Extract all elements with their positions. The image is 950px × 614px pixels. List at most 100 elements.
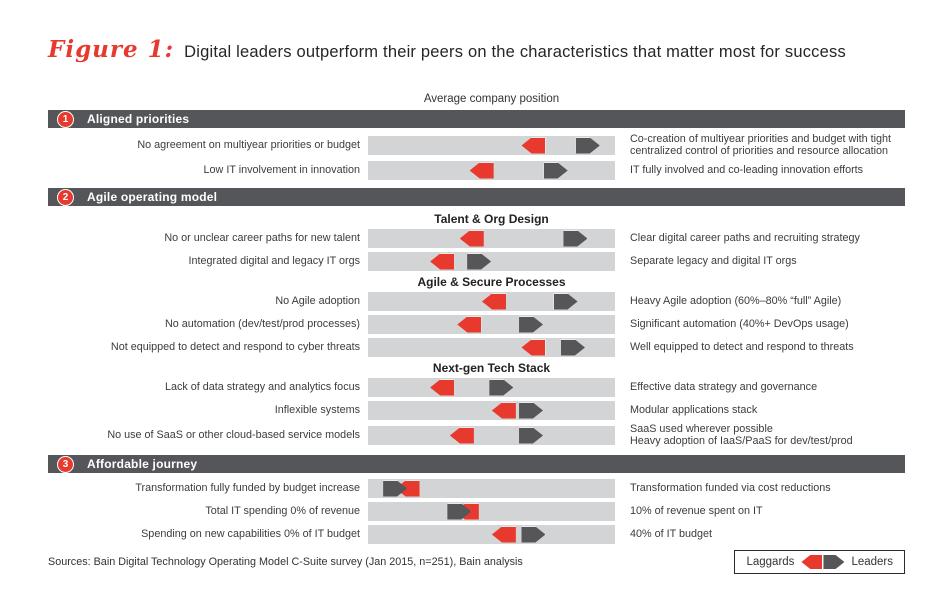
leader-arrow-icon — [543, 162, 568, 179]
chart-row: Not equipped to detect and respond to cy… — [48, 338, 905, 357]
subsection-title: Next-gen Tech Stack — [432, 361, 551, 375]
laggard-arrow-icon — [459, 230, 484, 247]
leader-statement: Transformation funded via cost reduction… — [630, 481, 831, 494]
chart-row: Spending on new capabilities 0% of IT bu… — [48, 525, 905, 544]
laggard-statement: No use of SaaS or other cloud-based serv… — [107, 428, 360, 441]
section-title: Affordable journey — [87, 457, 198, 471]
position-track — [368, 426, 615, 445]
leader-statement: Clear digital career paths and recruitin… — [630, 231, 860, 244]
laggard-statement: Integrated digital and legacy IT orgs — [188, 254, 360, 267]
leader-arrow-icon — [575, 137, 600, 154]
figure-footer: Sources: Bain Digital Technology Operati… — [48, 550, 905, 574]
laggard-arrow-icon — [521, 137, 546, 154]
figure-title: Figure 1: Digital leaders outperform the… — [48, 36, 905, 63]
leader-statement: Heavy Agile adoption (60%–80% “full” Agi… — [630, 294, 842, 307]
section-number-badge: 2 — [57, 188, 74, 206]
position-track — [368, 136, 615, 155]
section-header-affordable-journey: 3 Affordable journey — [48, 455, 905, 473]
position-track — [368, 479, 615, 498]
chart-row: No Agile adoption Heavy Agile adoption (… — [48, 292, 905, 311]
laggard-arrow-icon — [481, 293, 506, 310]
leader-statement: SaaS used wherever possible Heavy adopti… — [615, 423, 905, 447]
laggard-statement: No automation (dev/test/prod processes) — [164, 317, 360, 330]
leader-statement: Significant automation (40%+ DevOps usag… — [630, 317, 849, 330]
axis-note: Average company position — [423, 93, 560, 105]
leader-arrow-icon — [519, 402, 544, 419]
chart-row: No use of SaaS or other cloud-based serv… — [48, 423, 905, 447]
laggard-arrow-icon — [449, 427, 474, 444]
laggard-statement: No or unclear career paths for new talen… — [164, 231, 360, 244]
chart-row: No agreement on multiyear priorities or … — [48, 133, 905, 157]
subsection-header-row: Agile & Secure Processes — [48, 275, 905, 289]
position-track — [368, 252, 615, 271]
chart-row: Total IT spending 0% of revenue 10% of r… — [48, 502, 905, 521]
chart-row: Integrated digital and legacy IT orgs Se… — [48, 252, 905, 271]
leader-arrow-icon — [489, 379, 514, 396]
laggard-arrow-icon — [430, 379, 455, 396]
laggard-statement: No Agile adoption — [275, 294, 360, 307]
laggard-statement: Transformation fully funded by budget in… — [135, 481, 360, 494]
section-number-badge: 3 — [57, 455, 74, 473]
laggard-statement: No agreement on multiyear priorities or … — [137, 138, 360, 151]
leader-arrow-icon — [563, 230, 588, 247]
position-track — [368, 229, 615, 248]
leader-arrow-icon — [447, 503, 472, 520]
laggard-arrow-icon — [469, 162, 494, 179]
figure-title-text: Digital leaders outperform their peers o… — [184, 43, 846, 61]
position-track — [368, 401, 615, 420]
laggard-statement: Not equipped to detect and respond to cy… — [110, 340, 360, 353]
leader-statement: Effective data strategy and governance — [630, 380, 818, 393]
chart-row: Inflexible systems Modular applications … — [48, 401, 905, 420]
position-track — [368, 315, 615, 334]
subsection-title: Talent & Org Design — [434, 212, 549, 226]
subsection-header-row: Talent & Org Design — [48, 212, 905, 226]
axis-note-row: Average company position — [48, 93, 905, 105]
position-track — [368, 525, 615, 544]
laggard-arrow-icon — [521, 339, 546, 356]
leader-arrow-icon — [561, 339, 585, 356]
chart-row: Lack of data strategy and analytics focu… — [48, 378, 905, 397]
leader-arrow-icon — [519, 316, 544, 333]
subsection-header-row: Next-gen Tech Stack — [48, 361, 905, 375]
leader-statement: 10% of revenue spent on IT — [630, 504, 763, 517]
legend-leaders-label: Leaders — [851, 556, 893, 568]
leader-statement: 40% of IT budget — [630, 527, 713, 540]
leader-statement: Co-creation of multiyear priorities and … — [630, 133, 892, 157]
laggard-statement: Total IT spending 0% of revenue — [205, 504, 360, 517]
laggard-arrow-icon — [457, 316, 482, 333]
leader-arrow-icon — [553, 293, 578, 310]
leader-statement: Modular applications stack — [630, 403, 758, 416]
position-track — [368, 502, 615, 521]
leader-arrow-icon — [383, 480, 408, 497]
chart-row: Transformation fully funded by budget in… — [48, 479, 905, 498]
leader-statement: Separate legacy and digital IT orgs — [630, 254, 797, 267]
position-track — [368, 338, 615, 357]
leader-arrow-icon — [521, 526, 546, 543]
position-track — [368, 292, 615, 311]
section-header-aligned-priorities: 1 Aligned priorities — [48, 110, 905, 128]
legend-laggards-label: Laggards — [746, 556, 795, 568]
leader-arrow-icon — [519, 427, 544, 444]
leader-statement-line1: SaaS used wherever possible — [630, 423, 773, 435]
subsection-title: Agile & Secure Processes — [417, 275, 566, 289]
position-track — [368, 161, 615, 180]
figure-number-label: Figure 1: — [48, 36, 175, 63]
section-title: Aligned priorities — [87, 112, 190, 126]
laggard-statement: Spending on new capabilities 0% of IT bu… — [141, 527, 360, 540]
position-track — [368, 378, 615, 397]
leader-statement: IT fully involved and co-leading innovat… — [630, 163, 864, 176]
section-number-badge: 1 — [57, 110, 74, 128]
legend-box: Laggards Leaders — [734, 550, 905, 574]
section-title: Agile operating model — [87, 190, 218, 204]
laggard-statement: Inflexible systems — [274, 403, 360, 416]
leader-statement-line2: Heavy adoption of IaaS/PaaS for dev/test… — [630, 434, 853, 447]
laggard-arrow-icon — [491, 526, 516, 543]
chart-row: No or unclear career paths for new talen… — [48, 229, 905, 248]
chart-row: No automation (dev/test/prod processes) … — [48, 315, 905, 334]
laggard-statement: Low IT involvement in innovation — [203, 163, 360, 176]
laggard-arrow-icon — [491, 402, 516, 419]
laggard-arrow-icon — [430, 253, 455, 270]
sources-note: Sources: Bain Digital Technology Operati… — [48, 556, 523, 568]
laggard-statement: Lack of data strategy and analytics focu… — [164, 380, 360, 393]
